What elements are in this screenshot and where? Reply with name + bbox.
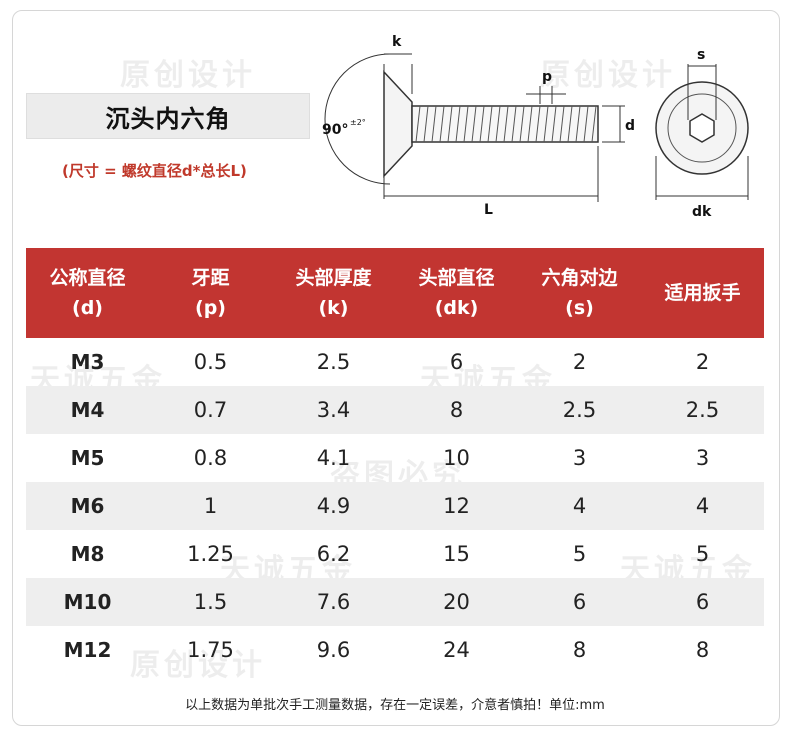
value-cell: 3 [695, 446, 710, 470]
value-cell: 7.6 [272, 578, 395, 626]
table-row: M5 0.8 4.1 10 3 3 [26, 434, 764, 482]
angle-label: 90° [322, 122, 348, 138]
table-header-row: 公称直径 (d) 牙距 (p) 头部厚度 (k) 头部直径 (dk) 六角对边 (s) 适… [26, 248, 764, 338]
value-cell: 9.6 [316, 638, 351, 662]
value-cell: 4.9 [272, 482, 395, 530]
screw-top-diagram: s dk [655, 47, 749, 220]
value-cell: 1.75 [187, 638, 234, 662]
value-cell: 8 [695, 638, 710, 662]
angle-tolerance: ±2° [350, 118, 366, 127]
value-cell: 8 [572, 638, 587, 662]
value-cell: 6 [641, 578, 764, 626]
value-cell: 2.5 [641, 386, 764, 434]
product-title: 沉头内六角 [26, 93, 310, 139]
header-cell: 适用扳手 [641, 248, 764, 338]
header-cell: 公称直径 (d) [26, 248, 149, 338]
value-cell: 2.5 [518, 386, 641, 434]
header-cell: 牙距 (p) [149, 248, 272, 338]
value-cell: 0.8 [193, 446, 228, 470]
header-cell: 六角对边 (s) [518, 248, 641, 338]
table-row: M8 1.25 6.2 15 5 5 [26, 530, 764, 578]
screw-side-diagram: 90° ±2° k p d L [322, 34, 635, 218]
value-cell: 1.25 [187, 542, 234, 566]
table-row: M3 0.5 2.5 6 2 2 [26, 338, 764, 386]
k-label: k [392, 34, 402, 50]
value-cell: 4 [641, 482, 764, 530]
value-cell: 0.5 [193, 350, 228, 374]
value-cell: 6.2 [316, 542, 351, 566]
value-cell: 4 [518, 482, 641, 530]
header-cell: 头部厚度 (k) [272, 248, 395, 338]
value-cell: 6 [518, 578, 641, 626]
size-formula: (尺寸 = 螺纹直径d*总长L) [62, 162, 247, 180]
size-cell: M12 [63, 638, 112, 662]
value-cell: 2 [695, 350, 710, 374]
size-cell: M4 [26, 386, 149, 434]
value-cell: 3 [572, 446, 587, 470]
d-label: d [625, 118, 635, 134]
size-cell: M3 [70, 350, 105, 374]
value-cell: 5 [695, 542, 710, 566]
table-row: M12 1.75 9.6 24 8 8 [26, 626, 764, 674]
table-row: M6 1 4.9 12 4 4 [26, 482, 764, 530]
value-cell: 4.1 [316, 446, 351, 470]
p-label: p [542, 69, 552, 85]
spec-table: 公称直径 (d) 牙距 (p) 头部厚度 (k) 头部直径 (dk) 六角对边 (s) 适… [26, 248, 764, 674]
value-cell: 8 [395, 386, 518, 434]
value-cell: 1.5 [149, 578, 272, 626]
value-cell: 15 [443, 542, 470, 566]
value-cell: 20 [395, 578, 518, 626]
table-row: M4 0.7 3.4 8 2.5 2.5 [26, 386, 764, 434]
value-cell: 0.7 [149, 386, 272, 434]
size-cell: M10 [26, 578, 149, 626]
value-cell: 5 [572, 542, 587, 566]
footer-note: 以上数据为单批次手工测量数据，存在一定误差，介意者慎拍！单位:mm [185, 698, 605, 713]
value-cell: 12 [395, 482, 518, 530]
size-cell: M8 [70, 542, 105, 566]
table-row: M10 1.5 7.6 20 6 6 [26, 578, 764, 626]
s-label: s [697, 47, 705, 63]
value-cell: 3.4 [272, 386, 395, 434]
header-cell: 头部直径 (dk) [395, 248, 518, 338]
value-cell: 1 [149, 482, 272, 530]
value-cell: 24 [443, 638, 470, 662]
value-cell: 2 [572, 350, 587, 374]
dk-label: dk [692, 204, 712, 220]
value-cell: 10 [443, 446, 470, 470]
value-cell: 2.5 [316, 350, 351, 374]
size-cell: M6 [26, 482, 149, 530]
value-cell: 6 [449, 350, 464, 374]
size-cell: M5 [70, 446, 105, 470]
L-label: L [484, 202, 493, 218]
